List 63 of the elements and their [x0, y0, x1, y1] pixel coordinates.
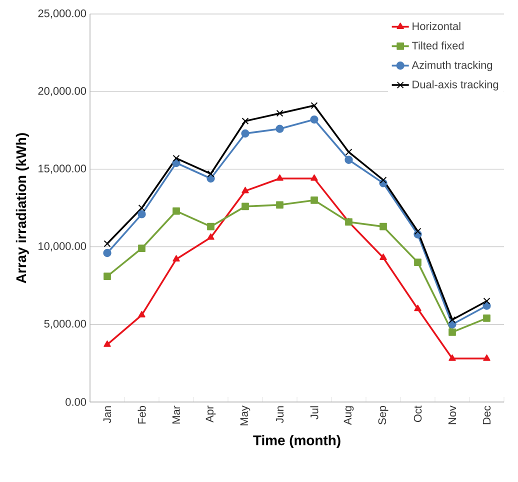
- point: [241, 129, 250, 138]
- y-tick-label: 10,000.00: [38, 242, 86, 252]
- point: [380, 176, 387, 184]
- x-tick-label: May: [240, 406, 250, 426]
- y-tick-label: 15,000.00: [38, 164, 86, 174]
- x-tick-label: Jun: [276, 406, 284, 423]
- point: [380, 222, 387, 230]
- point: [448, 328, 456, 336]
- point: [172, 154, 180, 162]
- point: [172, 255, 180, 262]
- y-tick-label: 5,000.00: [44, 320, 86, 329]
- point: [207, 222, 214, 230]
- point: [207, 170, 214, 178]
- point: [310, 102, 318, 110]
- x-tick-label: Jan: [103, 406, 112, 423]
- point: [242, 202, 249, 210]
- point: [172, 207, 180, 215]
- point: [310, 115, 318, 124]
- point: [242, 118, 249, 125]
- point: [414, 258, 422, 266]
- x-tick-label: Feb: [138, 406, 146, 424]
- y-tick-label: 20,000.00: [38, 87, 86, 96]
- point: [448, 354, 456, 361]
- point: [138, 310, 146, 318]
- point: [138, 204, 146, 212]
- point: [104, 272, 111, 280]
- x-tick-label: Aug: [344, 406, 354, 425]
- y-tick-label: 25,000.00: [38, 9, 86, 19]
- y-tick-label: 0.00: [66, 398, 86, 406]
- point: [276, 110, 284, 117]
- point: [448, 316, 456, 324]
- point: [380, 254, 387, 260]
- point: [242, 186, 249, 194]
- point: [344, 156, 353, 164]
- point: [276, 174, 284, 181]
- point: [104, 240, 111, 248]
- legend-label: Tilted fixed: [412, 41, 464, 50]
- point: [138, 210, 146, 218]
- point: [483, 314, 490, 322]
- point: [103, 248, 112, 258]
- x-tick-label: Sep: [378, 406, 388, 425]
- x-tick-label: Mar: [172, 406, 180, 424]
- point: [310, 174, 318, 181]
- point: [276, 124, 284, 133]
- x-tick-label: Apr: [206, 406, 216, 423]
- x-tick-label: Nov: [448, 406, 456, 424]
- legend-label: Dual-axis tracking: [412, 80, 498, 91]
- x-axis-title: Time (month): [253, 435, 340, 448]
- point: [104, 340, 111, 347]
- point: [276, 201, 284, 209]
- legend-label: Horizontal: [412, 22, 460, 30]
- x-tick-label: Jul: [310, 406, 318, 420]
- point: [483, 298, 490, 305]
- point: [414, 304, 422, 312]
- point: [207, 233, 214, 240]
- point: [310, 196, 318, 204]
- legend-label: Azimuth tracking: [412, 60, 492, 72]
- point: [138, 244, 146, 252]
- point: [483, 354, 490, 361]
- x-tick-label: Dec: [482, 406, 491, 424]
- y-axis-title: Array irradiation (kWh): [16, 133, 29, 284]
- point: [414, 228, 422, 235]
- x-tick-label: Oct: [414, 406, 422, 422]
